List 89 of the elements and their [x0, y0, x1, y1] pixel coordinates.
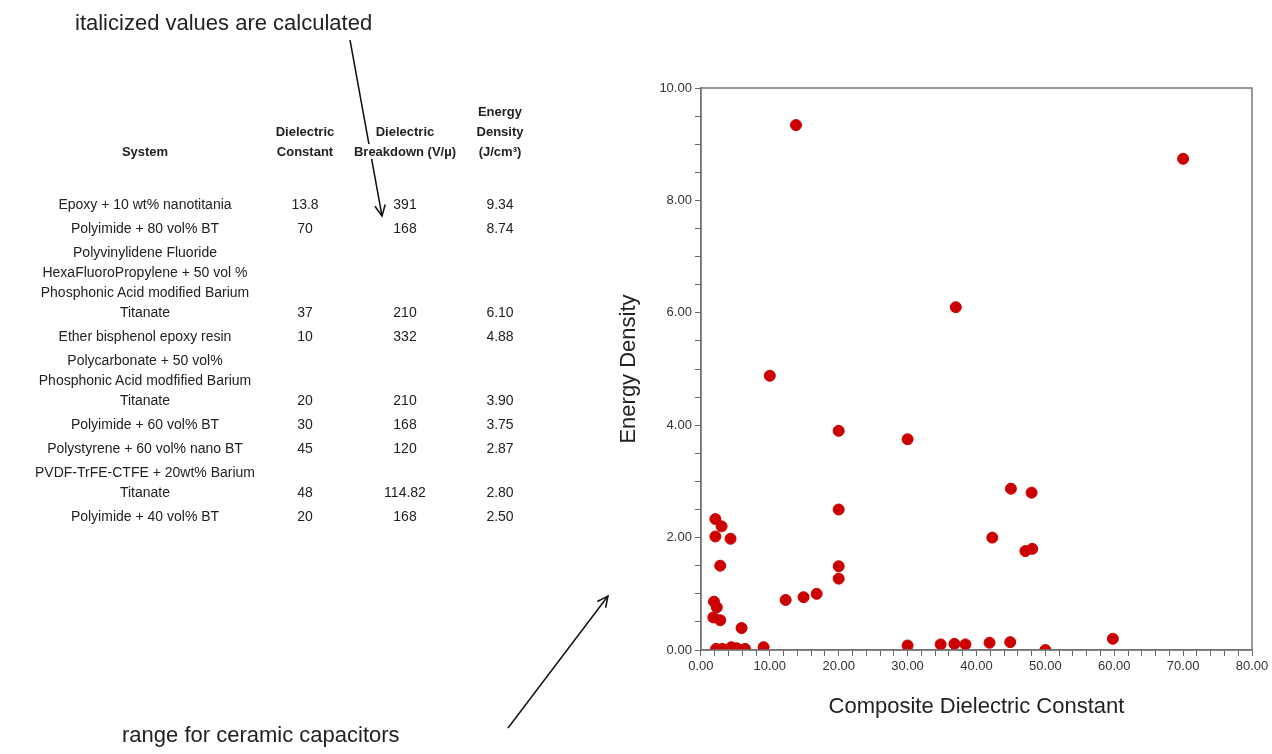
y-tick-label: 2.00	[666, 529, 692, 545]
category-label: Polyimide + 40 vol% BT	[70, 508, 220, 524]
x-tick-label: 20.00	[822, 658, 855, 674]
y-tick-label: 0.00	[666, 641, 692, 657]
text: 210	[393, 304, 417, 320]
category-label: Polyimide + 80 vol% BT	[70, 220, 220, 236]
point	[986, 531, 999, 544]
point	[797, 591, 810, 604]
y-tick-label: 8.00	[666, 191, 692, 207]
category-label: Polycarbonate + 50 vol% Phosphonic Acid modfified Barium Titanate	[38, 352, 252, 408]
point	[779, 593, 792, 606]
category-label: Polystyrene + 60 vol% nano BT	[47, 440, 243, 456]
y-axis-title: Energy Density	[615, 294, 641, 444]
text: 20	[297, 392, 313, 408]
point	[763, 369, 776, 382]
x-tick-label: 30.00	[891, 658, 924, 674]
point	[710, 601, 723, 614]
point	[1004, 636, 1017, 649]
point	[959, 638, 972, 650]
point	[1025, 486, 1038, 499]
category-label: System	[121, 144, 169, 159]
x-tick-label: 50.00	[1029, 658, 1062, 674]
point	[714, 559, 727, 572]
category-label: Polyvinylidene Fluoride HexaFluoroPropylene + 50 vol % Phosphonic Acid modified Barium Titanate	[40, 244, 250, 320]
point	[1026, 542, 1039, 555]
x-tick-label: 40.00	[960, 658, 993, 674]
point	[1004, 482, 1017, 495]
point	[983, 636, 996, 649]
text: 30	[297, 416, 313, 432]
category-label: Dielectric Constant	[275, 124, 335, 159]
text: italicized values are calculated	[75, 10, 373, 36]
text: 168	[393, 416, 417, 432]
category-label: Energy Density (J/cm³)	[476, 104, 524, 159]
text: 45	[297, 440, 313, 456]
point	[1177, 152, 1190, 165]
x-tick-label: 60.00	[1097, 658, 1131, 674]
category-label: Ether bisphenol epoxy resin	[58, 328, 232, 344]
point	[949, 301, 962, 314]
y-tick-label: 10.00	[659, 79, 692, 95]
x-tick-label: 70.00	[1166, 658, 1200, 674]
text: 8.74	[486, 220, 514, 236]
point	[901, 639, 914, 650]
point	[735, 622, 748, 635]
point	[832, 560, 845, 573]
text: 2.80	[486, 484, 514, 500]
text: 2.50	[486, 508, 514, 524]
point	[709, 530, 722, 543]
point	[715, 520, 728, 533]
category-label: Dielectric Breakdown (V/µ)	[353, 124, 457, 159]
text: 70	[297, 220, 313, 236]
text: 210	[393, 392, 417, 408]
point	[832, 572, 845, 585]
y-tick-label: 4.00	[666, 416, 692, 432]
point	[789, 119, 802, 132]
text: 20	[297, 508, 313, 524]
text: 48	[297, 484, 313, 500]
text: range for ceramic capacitors	[122, 722, 400, 748]
x-tick-label: 10.00	[753, 658, 787, 674]
text: 391	[393, 196, 417, 212]
y-tick-label: 6.00	[666, 304, 692, 320]
point	[832, 503, 845, 516]
point	[714, 614, 727, 627]
text: 3.90	[486, 392, 514, 408]
point	[948, 637, 961, 650]
point	[1106, 632, 1119, 645]
text: 37	[297, 304, 313, 320]
text: 13.8	[291, 196, 319, 212]
x-axis-title: Composite Dielectric Constant	[828, 692, 1125, 718]
point	[810, 587, 823, 600]
text: 2.87	[486, 440, 514, 456]
text: 168	[393, 508, 417, 524]
point	[832, 424, 845, 437]
text: 10	[297, 328, 313, 344]
text: 114.82	[384, 484, 426, 500]
text: 120	[393, 440, 417, 456]
text: 6.10	[486, 304, 514, 320]
text: 168	[393, 220, 417, 236]
text: 9.34	[486, 196, 514, 212]
x-tick-label: 80.00	[1235, 658, 1269, 674]
category-label: PVDF-TrFE-CTFE + 20wt% Barium Titanate	[34, 464, 255, 500]
x-tick-label: 0.00	[688, 658, 714, 674]
text: 4.88	[486, 328, 514, 344]
point	[901, 433, 914, 446]
text: 332	[393, 328, 417, 344]
point	[934, 638, 947, 650]
point	[724, 532, 737, 545]
category-label: Epoxy + 10 wt% nanotitania	[58, 196, 232, 212]
text: 3.75	[486, 416, 514, 432]
category-label: Polyimide + 60 vol% BT	[70, 416, 220, 432]
